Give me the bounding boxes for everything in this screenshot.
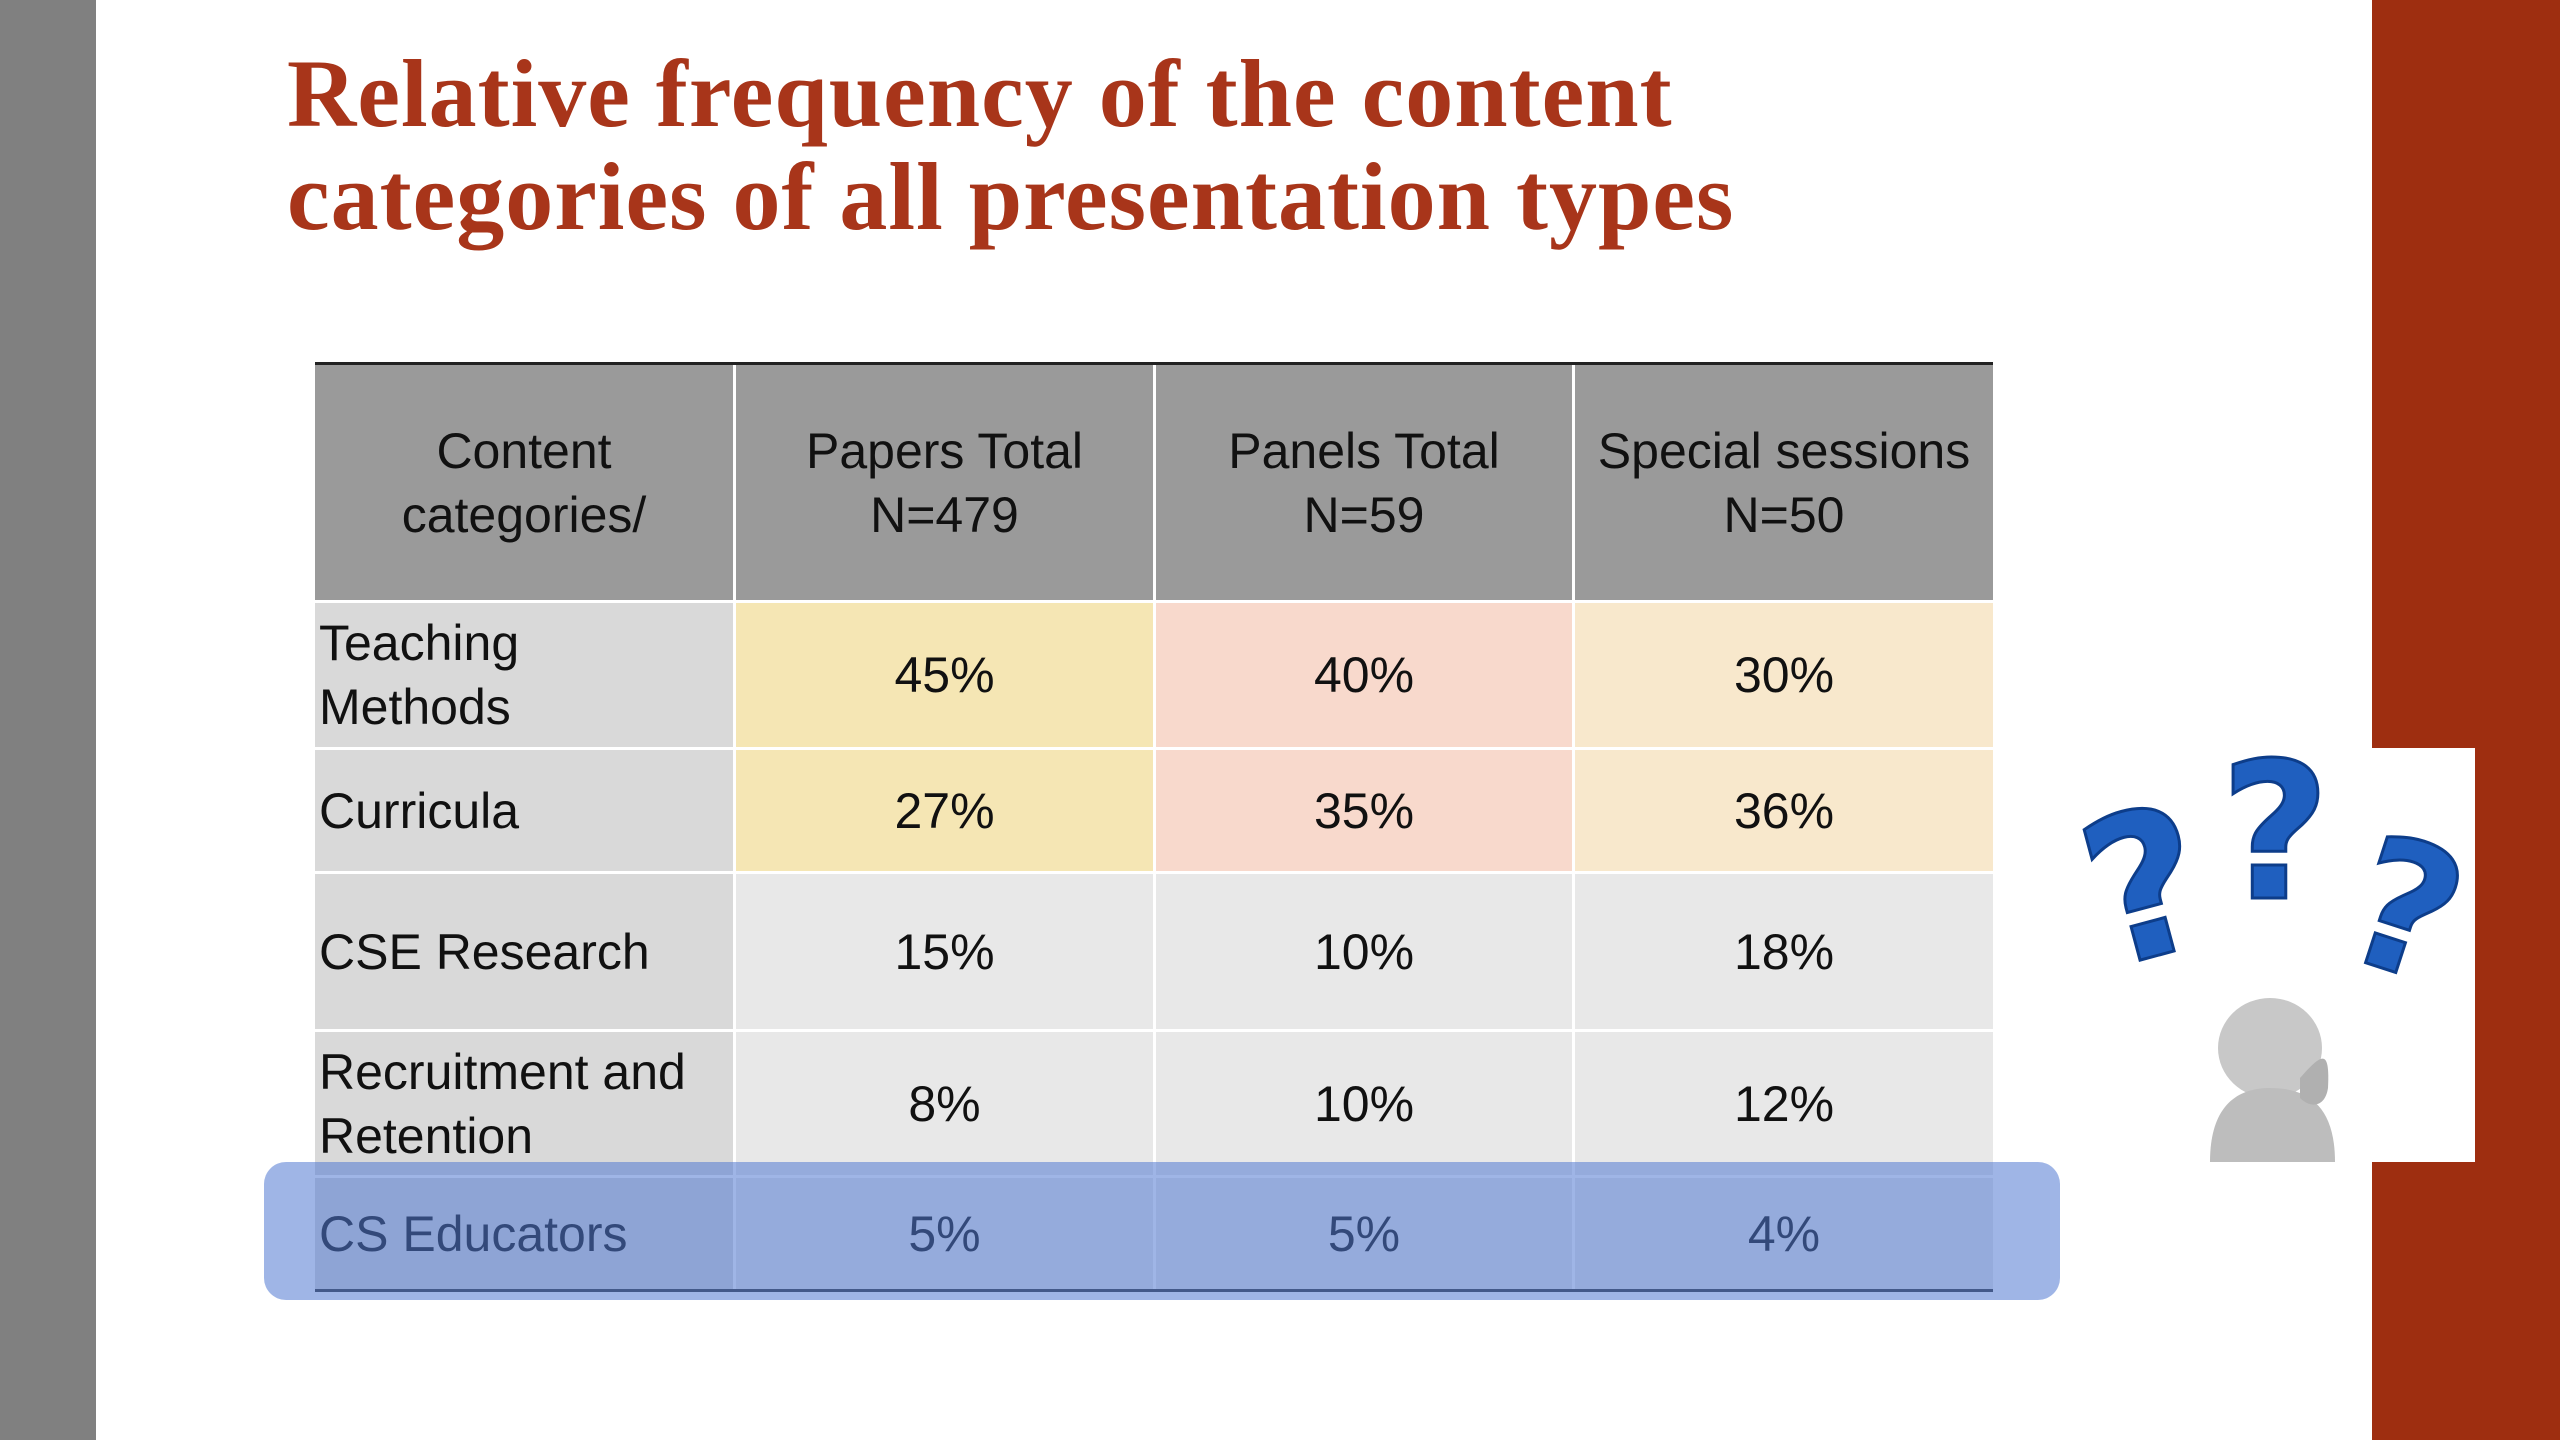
header-cell: Papers Total N=479	[733, 365, 1153, 600]
row-label: Teaching Methods	[315, 603, 733, 747]
table-cell: 30%	[1572, 603, 1993, 747]
label-text: CSE Research	[319, 923, 650, 980]
header-cell: Special sessions N=50	[1572, 365, 1993, 600]
header-text: Special sessions	[1597, 422, 1971, 479]
header-text: categories/	[401, 486, 647, 543]
table-cell: 35%	[1153, 750, 1572, 871]
header-text: N=59	[1303, 486, 1425, 543]
svg-text:?: ?	[2060, 760, 2232, 1015]
label-text: Recruitment and	[319, 1043, 686, 1100]
cell-text: 8%	[908, 1075, 981, 1132]
cell-text: 36%	[1733, 782, 1835, 839]
title-line: Relative frequency of the content	[287, 40, 1673, 147]
table-cell: 10%	[1153, 874, 1572, 1029]
cell-text: 30%	[1733, 647, 1835, 703]
table-row: Recruitment and Retention 8% 10% 12%	[315, 1029, 1993, 1175]
row-highlight	[264, 1162, 2060, 1300]
table-cell: 10%	[1153, 1032, 1572, 1175]
label-text: Teaching	[319, 615, 520, 671]
header-row: Content categories/Papers Total N=479 Panel…	[315, 362, 1993, 600]
table-cell: 40%	[1153, 603, 1572, 747]
left-bar	[0, 0, 96, 1440]
table-cell: 12%	[1572, 1032, 1993, 1175]
row-label: Recruitment and Retention	[315, 1032, 733, 1175]
table-row: Curricula 27% 35% 36%	[315, 747, 1993, 871]
table-cell: 18%	[1572, 874, 1993, 1029]
row-label: Curricula	[315, 750, 733, 871]
label-text: Curricula	[319, 782, 520, 839]
table-cell: 27%	[733, 750, 1153, 871]
header-cell: Panels Total N=59	[1153, 365, 1572, 600]
header-text: N=50	[1723, 486, 1845, 543]
cell-text: 35%	[1313, 782, 1415, 839]
svg-text:?: ?	[2323, 795, 2475, 1026]
title-line: categories of all presentation types	[287, 143, 1735, 250]
table-row: CSE Research 15% 10% 18%	[315, 871, 1993, 1029]
header-text: Papers Total	[805, 422, 1084, 479]
header-text: N=479	[870, 486, 1019, 543]
cell-text: 27%	[894, 782, 995, 839]
cell-text: 45%	[894, 647, 995, 703]
row-label: CSE Research	[315, 874, 733, 1029]
right-bar	[2372, 0, 2560, 1440]
label-text: Retention	[319, 1107, 534, 1164]
cell-text: 10%	[1313, 923, 1415, 980]
svg-text:?: ?	[2220, 748, 2330, 943]
label-text: Methods	[319, 679, 511, 735]
cell-text: 40%	[1313, 647, 1415, 703]
table-cell: 8%	[733, 1032, 1153, 1175]
slide-title: Relative frequency of the content categor…	[287, 42, 1734, 248]
cell-text: 15%	[894, 923, 995, 980]
cell-text: 18%	[1733, 923, 1835, 980]
header-text: Panels Total	[1228, 422, 1500, 479]
table-cell: 15%	[733, 874, 1153, 1029]
header-cell: Content categories/	[315, 365, 733, 600]
header-text: Content	[436, 422, 612, 479]
table: Content categories/Papers Total N=479 Panel…	[315, 362, 1993, 1292]
question-figure: ? ? ?	[2060, 748, 2475, 1162]
table-cell: 45%	[733, 603, 1153, 747]
cell-text: 10%	[1313, 1075, 1415, 1132]
cell-text: 12%	[1733, 1075, 1835, 1132]
table-cell: 36%	[1572, 750, 1993, 871]
table-row: Teaching Methods 45% 40% 30%	[315, 600, 1993, 747]
